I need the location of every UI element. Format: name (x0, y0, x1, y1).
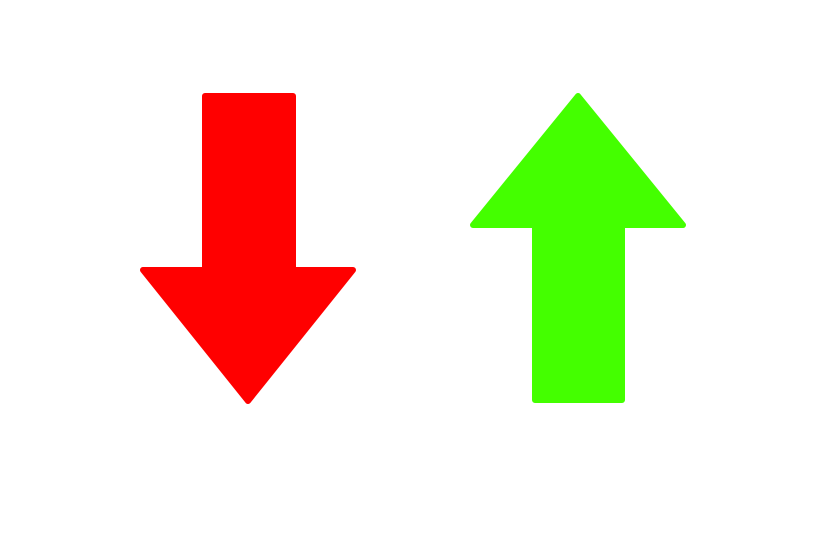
up-arrow-icon (470, 93, 686, 403)
down-arrow-icon (140, 93, 356, 404)
